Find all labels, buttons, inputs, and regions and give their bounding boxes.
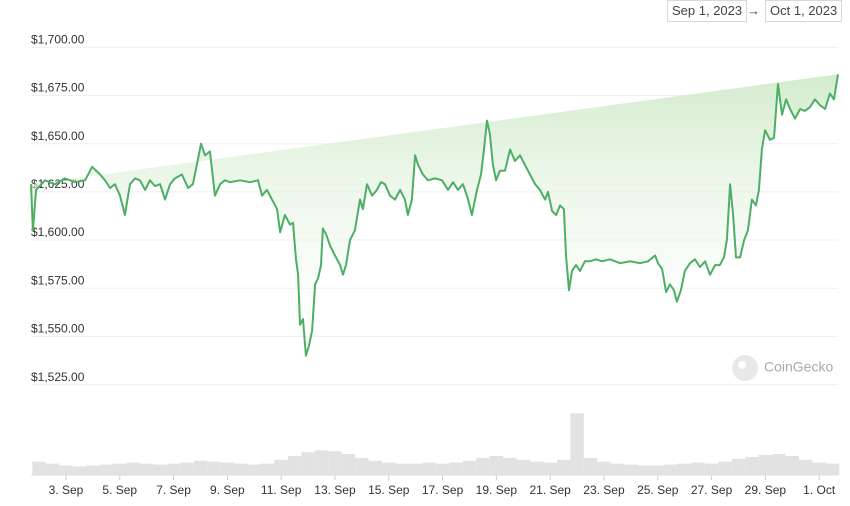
volume-bar [516, 459, 530, 475]
volume-bar [382, 462, 396, 475]
volume-bar [597, 461, 611, 475]
volume-bar [825, 463, 840, 475]
volume-bar [408, 463, 423, 475]
volume-bar [772, 454, 786, 475]
volume-bar [86, 465, 100, 475]
volume-bar [476, 457, 490, 475]
volume-bar [651, 465, 665, 475]
date-arrow: → [747, 3, 760, 18]
x-tick-label: 1. Oct [803, 483, 836, 497]
volume-bar [435, 463, 450, 475]
volume-bar [287, 456, 302, 475]
volume-bar [798, 459, 813, 475]
volume-bar [758, 455, 773, 475]
date-from[interactable]: Sep 1, 2023 [667, 0, 748, 22]
volume-bar [422, 462, 436, 475]
x-tick-label: 17. Sep [422, 483, 464, 497]
x-tick-label: 15. Sep [368, 483, 410, 497]
x-tick-label: 27. Sep [691, 483, 733, 497]
x-tick-label: 3. Sep [49, 483, 84, 497]
volume-bar [637, 465, 652, 475]
volume-bar [691, 462, 705, 475]
x-tick-label: 5. Sep [102, 483, 137, 497]
volume-bar [556, 459, 571, 475]
x-tick-label: 11. Sep [261, 483, 302, 497]
price-line [30, 74, 839, 357]
date-to[interactable]: Oct 1, 2023 [765, 0, 843, 22]
volume-bar [32, 461, 46, 475]
y-tick-label: $1,600.00 [31, 225, 85, 239]
volume-bar [126, 462, 140, 475]
volume-bar [664, 464, 678, 475]
volume-bar [785, 456, 799, 475]
volume-bar [624, 464, 638, 475]
volume-bar [489, 456, 504, 475]
volume-bar [677, 463, 692, 475]
x-tick-label: 19. Sep [476, 483, 518, 497]
x-tick-label: 29. Sep [745, 483, 787, 497]
volume-bar [583, 457, 598, 475]
volume-bar [449, 462, 463, 475]
volume-bar [72, 466, 87, 475]
volume-bar [59, 465, 73, 475]
volume-bar [395, 463, 409, 475]
watermark-logo [732, 355, 758, 381]
x-tick-label: 9. Sep [210, 483, 245, 497]
volume-bar [529, 461, 544, 475]
volume-bar [503, 457, 517, 475]
volume-bar [207, 461, 221, 475]
y-tick-label: $1,525.00 [31, 370, 85, 384]
volume-bar [139, 463, 154, 475]
volume-bar [260, 463, 275, 475]
y-tick-label: $1,575.00 [31, 273, 85, 287]
volume-bar [328, 451, 342, 475]
volume-bar [355, 457, 369, 475]
x-tick-label: 23. Sep [583, 483, 625, 497]
volume-bar [368, 460, 383, 475]
volume-bar [341, 454, 356, 475]
x-tick-label: 7. Sep [156, 483, 191, 497]
volume-bar [314, 450, 329, 475]
volume-bar [731, 458, 746, 475]
volume-bar [610, 463, 625, 475]
y-tick-label: $1,650.00 [31, 129, 85, 143]
plot [30, 74, 840, 476]
y-tick-label: $1,675.00 [31, 81, 85, 95]
x-tick-label: 21. Sep [529, 483, 571, 497]
volume-bar [247, 464, 261, 475]
volume-bar [234, 463, 248, 475]
volume-bar [45, 463, 60, 475]
grid: $1,700.00$1,675.00$1,650.00$1,625.00$1,6… [31, 33, 838, 497]
volume-bar [570, 413, 584, 475]
volume-bar [153, 464, 167, 475]
volume-bar [113, 463, 127, 475]
x-tick-label: 25. Sep [637, 483, 679, 497]
volume-bar [718, 461, 732, 475]
volume-bar [166, 463, 181, 475]
watermark: CoinGecko [764, 359, 833, 375]
volume-bar [745, 456, 759, 475]
y-tick-label: $1,700.00 [31, 33, 85, 47]
volume-bar [812, 462, 826, 475]
volume-bar [180, 462, 194, 475]
volume-bar [99, 464, 114, 475]
volume-bar [220, 462, 235, 475]
volume-bar [193, 460, 208, 475]
volume-bar [543, 462, 557, 475]
volume-bar [274, 459, 288, 475]
x-tick-label: 13. Sep [314, 483, 356, 497]
y-tick-label: $1,550.00 [31, 322, 85, 336]
volume-bar [462, 460, 477, 475]
volume-bar [301, 452, 315, 475]
volume-bar [704, 463, 719, 475]
price-area [31, 74, 838, 356]
